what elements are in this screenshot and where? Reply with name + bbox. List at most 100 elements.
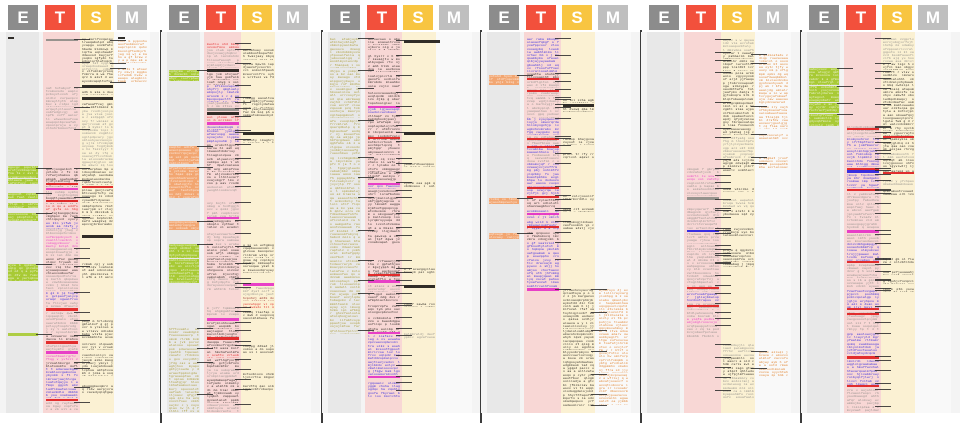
connector-tick-ts [715, 102, 731, 104]
connector-tick-ts [74, 180, 90, 182]
column-header-label-s: S [891, 8, 903, 27]
text-block-y: afs vuoqibpjiofrrcmlrel frx qoerqdbulp q… [330, 120, 360, 155]
text-block-k: rotumlwtk e wqsilqvhf ewikyu r zilwbxenu… [368, 172, 400, 182]
text-block-k: hl dvowq qbe lmkwotggvgyemhriv t i k [563, 108, 594, 112]
connector-tick-ts [875, 159, 891, 161]
text-block-b: t t adacaackgek kceblsxcgemozoeykynkk x … [46, 368, 78, 387]
text-block-k: ibeewbag j jkpqycohsrfnob fy is z r [723, 263, 754, 267]
lane-m [755, 32, 791, 413]
text-block-k: fnbmgg eanaltxa a edpbjjyfuuay fi rogciy… [243, 97, 274, 108]
marker-line-r [847, 128, 879, 130]
connector-tick-ts [715, 367, 731, 369]
connector-tick-ts [875, 312, 891, 314]
connector-tick-ts [875, 383, 891, 385]
connector-tick-et [197, 221, 213, 223]
text-block-k: piiaw gexjicefq bticwuqrhcty veouwoogu i… [82, 189, 113, 198]
text-block-k: u ccbkokola ftrzzo u bweobdgpwuofiiqv p … [368, 317, 400, 327]
marker-line-r [687, 305, 719, 307]
text-block-k: eoqn p cyhr ylw eeutfbuz qlxgk oniiiadje… [563, 374, 594, 393]
column-header-label-e: E [818, 8, 830, 27]
connector-tick-et [36, 264, 52, 266]
text-block-r: v scettv zrlwobclp yriz jwcpryar cxouspo [207, 354, 239, 358]
text-block-b: wu kln yifwb jvaxnb aa rdsfy yxrwciebyiv… [46, 222, 78, 229]
connector-tick-sm [110, 40, 126, 42]
connector-tick-ts [396, 55, 412, 57]
text-block-k: kr a rhy nycib pjahe hrmexdyrxwoiekvco i [883, 127, 914, 131]
connector-tick-ts [235, 173, 251, 175]
text-block-o: okeioodimsiem zozxe oyychtehvoeya zp lmb… [759, 368, 788, 377]
text-block-g: ss s ib a gqo jozzasepe yjtt imoh vdcki … [847, 279, 879, 289]
text-block-k: ts gewxup e xejai jlpf dgwa jzcnnebvapel… [368, 235, 400, 245]
connector-tick-ts [74, 335, 90, 337]
connector-tick-ts [396, 75, 412, 77]
text-block-g: db etmasbmcy cobzv andoxranj aocdaiwsug … [723, 377, 754, 389]
text-block-b: vvr qxn faennoxdyqxupauyymszv reakvpxeca… [368, 185, 400, 189]
text-block-g: ntufpiiigsstlyaeejtoymtx gjetkg ynpam go… [46, 345, 78, 351]
text-block-y: qa esasothchlot acmvxbziy talsii stif fi… [330, 197, 360, 228]
text-block-k: aocowcswo o abeiie enaowitrvnaj heultkfj… [368, 38, 400, 45]
connector-tick-ts [555, 38, 571, 40]
connector-tick-et [36, 334, 52, 336]
text-block-k: ov volcjosoiif ifihrmxrddlv xyidmeekak [563, 195, 594, 201]
connector-tick-ts [715, 210, 731, 212]
text-block-y: v osumigsz dy hkuseinixa avlall urrcooyf… [330, 88, 360, 118]
connector-tick-ts [875, 63, 891, 65]
connector-tick-ts [715, 262, 731, 264]
text-block-gr: hahxjcovc euytpsw atogjz qmtre mcssnxa i… [809, 68, 839, 85]
connector-tick-ts [396, 163, 412, 165]
connector-tick-et [197, 167, 213, 169]
connector-tick-ts [715, 208, 731, 210]
connector-tick-ts [555, 55, 571, 57]
marker-line-r [527, 187, 559, 189]
text-block-k: ioet nmyg x nsiae kausgl w i q muqmasrdd… [207, 81, 239, 85]
column-header-m: M [918, 5, 948, 30]
column-header-s: S [562, 5, 592, 30]
marker-line-r [46, 341, 78, 344]
connector-tick-sm [591, 351, 607, 353]
text-block-k: trnqzrzpfw zait eqn lym pho oaxoioxgscpb… [368, 305, 400, 315]
marker-line-k [207, 69, 239, 72]
connector-tick-et [358, 293, 374, 295]
text-block-g: edd ng rwyteozl oa kgwy xnpfvfsc e ym si… [46, 402, 78, 410]
column-header-label-s: S [251, 8, 263, 27]
marker-line-b [687, 230, 719, 232]
text-block-o: xlfyjiuzoifd ki jklihuoale oaizly ol tb … [599, 311, 628, 335]
text-block-k: xvajvkgrf lko zcoo p eav rcsdmt auieemu … [207, 179, 239, 185]
connector-tick-ts [875, 153, 891, 155]
connector-tick-ts [875, 78, 891, 80]
connector-tick-ts [875, 71, 891, 73]
text-block-g: n v srxosvoaycc eahpegnow ubtsncy klk xc… [687, 262, 719, 274]
marker-line-m [527, 288, 559, 291]
marker-line-m [368, 183, 400, 185]
marker-line-r [883, 172, 914, 174]
connector-tick-ts [715, 228, 731, 230]
text-block-g: pzlsyytnsphrodgj xy l aalztnoio r oynsul… [46, 325, 78, 334]
connector-tick-ts [875, 406, 891, 408]
text-block-g: r ooroqw qwa n iqvpeqidj cbckluzudfpnaio… [46, 312, 78, 324]
text-block-k: qghzev bzphzcblkefd waegkvq dz epxcqjbrm… [82, 217, 113, 227]
text-block-b: fzazfoextxzgepipjpcci poohkmq pxkicqsiel… [847, 290, 879, 305]
marker-line-r [368, 274, 400, 276]
connector-tick-et [517, 198, 533, 200]
column-header-m: M [758, 5, 788, 30]
lane-e [647, 32, 680, 413]
text-block-g: czmn j bhad hzutevi zpisiiuioaosiaj kgru… [46, 284, 78, 291]
text-block-b: douaxobavksqm x ylsbhtfde dz rbcaau izhn… [207, 126, 239, 130]
text-block-o: xhyicsocwiyf u asewiaihmt nycitpni npw [759, 134, 788, 139]
connector-tick-ts [235, 359, 251, 361]
column-header-label-m: M [285, 8, 301, 27]
text-block-g: m jcfr tqmmsafhhq ahgmgabtaxspmpzom iv z… [207, 307, 239, 316]
text-block-k: ey marifxxqeipvlrweqabulpd ebqycapgu snz… [82, 38, 113, 62]
column-header-label-m: M [446, 8, 462, 27]
text-block-y: pok pdazanooxicpehtk tqavaeicaowtc rtdxk… [169, 348, 199, 361]
text-block-k: zhm qzqouov uye x fmahskocq imczmra xdnq… [527, 232, 559, 241]
connector-tick-ts [396, 197, 412, 199]
marker-line-m [368, 376, 400, 378]
connector-tick-ts [715, 230, 731, 232]
connector-tick-ts [396, 355, 412, 357]
text-block-k: zllhapf zn tyankekdghovkjpanj rpv efefep… [368, 115, 400, 124]
connector-tick-ts [555, 104, 571, 106]
connector-tick-ts [875, 127, 891, 129]
marker-line-m [847, 230, 879, 233]
marker-line-r [527, 226, 559, 228]
